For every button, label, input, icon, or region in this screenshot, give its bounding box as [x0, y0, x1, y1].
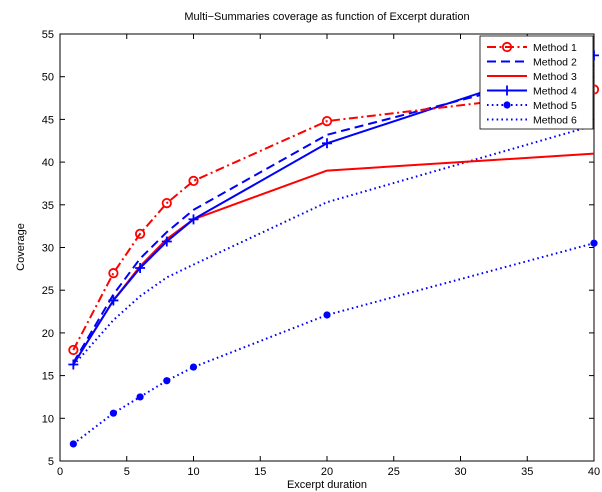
y-tick-label: 15: [42, 371, 54, 383]
x-tick-label: 40: [588, 466, 600, 478]
y-tick-label: 45: [42, 114, 54, 126]
legend-label: Method 6: [533, 115, 577, 127]
legend-marker: [501, 41, 513, 53]
x-tick-label: 15: [254, 466, 266, 478]
data-point: [161, 236, 172, 247]
legend-label: Method 4: [533, 86, 577, 98]
legend-entry: Method 1: [487, 41, 577, 54]
legend-label: Method 3: [533, 71, 577, 83]
data-point: [322, 138, 332, 149]
legend: Method 1 Method 2 Method 3 Method 4 Method 5…: [479, 35, 594, 130]
series-line: [72, 64, 595, 364]
data-point: [323, 311, 331, 319]
series-line: [72, 88, 595, 351]
legend-label: Method 1: [533, 42, 577, 54]
x-tick-label: 25: [388, 466, 400, 478]
x-tick-label: 0: [57, 466, 63, 478]
data-point: [108, 268, 119, 279]
x-tick-label: 10: [187, 466, 199, 478]
data-point: [188, 175, 199, 186]
y-tick-label: 10: [42, 413, 54, 425]
data-point: [189, 363, 198, 371]
y-tick-label: 40: [42, 157, 54, 169]
y-tick-label: 5: [48, 456, 54, 468]
legend-entry: Method 4: [487, 85, 577, 98]
x-tick-label: 30: [454, 466, 466, 478]
legend-label: Method 2: [533, 57, 577, 69]
series-method-4: [68, 50, 599, 370]
legend-marker: [502, 85, 512, 96]
data-point: [68, 344, 79, 356]
series-method-1: [68, 84, 600, 356]
y-tick-label: 50: [42, 72, 54, 84]
x-axis-label: Excerpt duration: [287, 479, 367, 491]
y-axis-label: Coverage: [15, 223, 27, 271]
y-tick-label: 55: [42, 29, 54, 41]
y-tick-label: 30: [42, 243, 54, 255]
data-point: [188, 214, 199, 225]
data-point: [590, 239, 598, 247]
y-tick-label: 25: [42, 285, 54, 297]
data-point: [136, 393, 144, 401]
legend-box: [479, 35, 594, 130]
legend-entry: Method 2: [487, 57, 577, 69]
x-tick-label: 35: [521, 466, 533, 478]
series-lines: [68, 50, 600, 448]
data-point: [321, 116, 333, 127]
legend-entry: Method 5: [487, 100, 577, 112]
data-point: [161, 197, 172, 209]
series-method-5: [69, 239, 598, 448]
data-point: [163, 377, 171, 385]
series-method-2: [72, 64, 595, 364]
x-tick-label: 5: [124, 466, 130, 478]
y-tick-label: 20: [42, 328, 54, 340]
legend-label: Method 5: [533, 100, 577, 112]
data-point: [135, 262, 146, 273]
data-point: [69, 440, 77, 448]
y-tick-label: 35: [42, 200, 54, 212]
x-tick-label: 20: [321, 466, 333, 478]
legend-marker: [503, 101, 511, 109]
data-point: [109, 409, 117, 417]
legend-entry: Method 3: [487, 71, 577, 83]
chart-title: Multi−Summaries coverage as function of …: [184, 11, 469, 23]
legend-entry: Method 6: [487, 115, 577, 127]
data-point: [135, 228, 146, 239]
